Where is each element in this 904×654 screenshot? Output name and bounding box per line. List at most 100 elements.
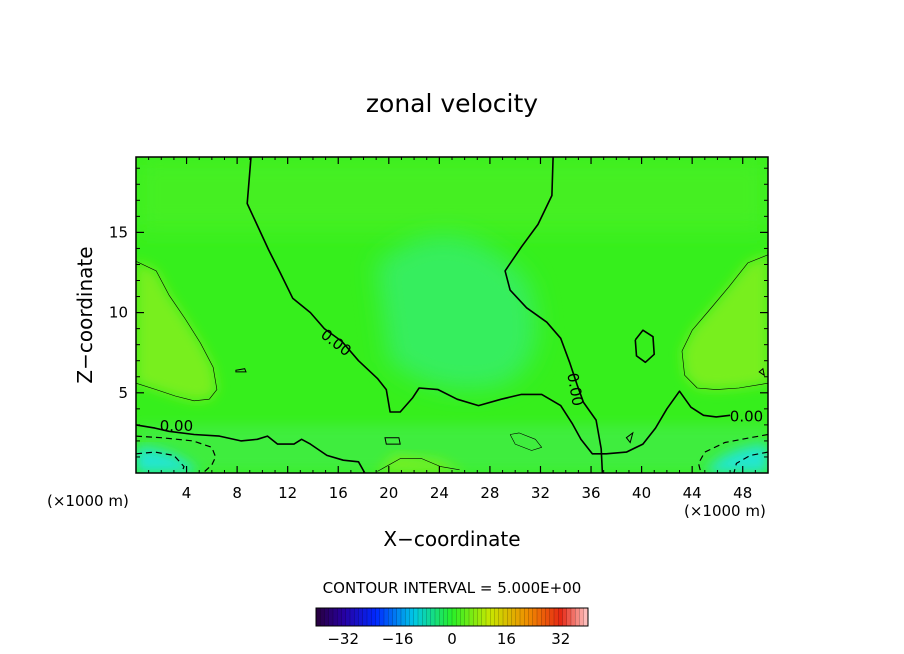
- small-contour-4: [758, 367, 765, 377]
- colorbar-swatch: [583, 608, 589, 626]
- colorbar-swatch: [409, 608, 415, 626]
- colorbar-swatch: [511, 608, 517, 626]
- colorbar-swatch: [520, 608, 525, 626]
- colorbar-swatch: [545, 608, 551, 626]
- x-tick-label: 32: [531, 484, 550, 502]
- colorbar-swatch: [443, 608, 449, 626]
- y-tick-label: 10: [109, 304, 128, 322]
- colorbar-swatch: [333, 608, 338, 626]
- colorbar-swatch: [456, 608, 461, 626]
- x-unit-label-left: (×1000 m): [47, 492, 129, 510]
- field-shade-bottom-band: [136, 424, 768, 473]
- colorbar-swatch: [358, 608, 364, 626]
- colorbar-swatch: [503, 608, 508, 626]
- x-tick-label: 28: [480, 484, 499, 502]
- colorbar-swatch: [549, 608, 555, 626]
- colorbar-swatch: [384, 608, 389, 626]
- x-tick-label: 24: [430, 484, 449, 502]
- x-tick-label: 12: [278, 484, 297, 502]
- small-contour-1: [235, 368, 247, 373]
- x-tick-label: 20: [379, 484, 398, 502]
- x-tick-label: 48: [733, 484, 752, 502]
- colorbar-swatch: [379, 608, 385, 626]
- x-tick-label: 40: [632, 484, 651, 502]
- colorbar-swatch: [430, 608, 436, 626]
- x-tick-label: 8: [232, 484, 242, 502]
- colorbar-swatch: [566, 608, 572, 626]
- colorbar-swatch: [435, 608, 440, 626]
- colorbar-swatch: [426, 608, 432, 626]
- colorbar-tick-label: 0: [447, 630, 457, 648]
- colorbar-swatch: [490, 608, 495, 626]
- colorbar-swatch: [494, 608, 500, 626]
- zero-contour-1: [246, 157, 731, 455]
- colorbar-swatch: [405, 608, 410, 626]
- x-axis-label: X−coordinate: [383, 527, 520, 551]
- colorbar-swatch: [350, 608, 355, 626]
- colorbar-swatch: [528, 608, 534, 626]
- colorbar-swatch: [537, 608, 542, 626]
- small-contour-3: [625, 431, 634, 444]
- colorbar-swatch: [447, 608, 453, 626]
- field-shade-bottom-mid-patch: [376, 453, 465, 473]
- colorbar-swatch: [316, 608, 321, 626]
- colorbar-swatch: [362, 608, 368, 626]
- colorbar-swatch: [328, 608, 334, 626]
- field-shade-left-lobe: [136, 261, 217, 401]
- colorbar-swatch: [579, 608, 585, 626]
- colorbar-swatch: [354, 608, 359, 626]
- colorbar-swatch: [486, 608, 491, 626]
- colorbar-swatch: [392, 608, 398, 626]
- y-axis: 5 10 15: [109, 167, 768, 458]
- field-shade-right-lobe: [682, 254, 768, 390]
- colorbar-swatch: [337, 608, 342, 626]
- x-tick-label: 36: [581, 484, 600, 502]
- positive-contour-4: [509, 432, 542, 451]
- small-contour-2: [384, 437, 401, 445]
- contour-label: 0.00: [563, 371, 587, 407]
- zero-contour-2: [504, 157, 604, 473]
- contour-interval-text: CONTOUR INTERVAL = 5.000E+00: [323, 579, 582, 597]
- colorbar-swatch: [498, 608, 504, 626]
- zero-contour-4: [634, 329, 655, 364]
- colorbar-swatch: [477, 608, 483, 626]
- x-tick-label: 16: [329, 484, 348, 502]
- colorbar-swatch: [507, 608, 512, 626]
- colorbar-swatch: [401, 608, 406, 626]
- colorbar-tick-label: 16: [497, 630, 516, 648]
- colorbar-swatch: [515, 608, 521, 626]
- x-unit-label-right: (×1000 m): [684, 502, 766, 520]
- chart-title: zonal velocity: [366, 89, 538, 118]
- positive-contour-1: [136, 261, 218, 402]
- field-shade-upper-wash: [136, 157, 768, 233]
- colorbar-swatch: [464, 608, 470, 626]
- positive-contour-2: [681, 254, 768, 390]
- colorbar-tick-label: −32: [327, 630, 359, 648]
- colorbar-swatch: [388, 608, 393, 626]
- y-axis-label: Z−coordinate: [73, 246, 97, 383]
- colorbar-swatch: [324, 608, 330, 626]
- y-tick-label: 5: [118, 384, 128, 402]
- colorbar-frame: [315, 607, 589, 627]
- positive-contour-3: [377, 458, 460, 472]
- colorbar-swatch: [460, 608, 466, 626]
- colorbar-swatch: [345, 608, 351, 626]
- colorbar: −32 −16 0 16 32: [315, 607, 589, 648]
- colorbar-swatch: [562, 608, 568, 626]
- y-tick-label: 15: [109, 223, 128, 241]
- negative-contour-1: [136, 435, 217, 473]
- field-shade-core-highlight: [376, 235, 537, 390]
- colorbar-swatch: [481, 608, 487, 626]
- colorbar-swatch: [439, 608, 444, 626]
- colorbar-swatch: [418, 608, 423, 626]
- colorbar-swatch: [341, 608, 347, 626]
- colorbar-swatch: [375, 608, 381, 626]
- colorbar-swatch: [422, 608, 427, 626]
- colorbar-swatch: [541, 608, 546, 626]
- colorbar-swatch: [320, 608, 325, 626]
- colorbar-swatch: [571, 608, 576, 626]
- colorbar-swatch: [554, 608, 559, 626]
- colorbar-swatch: [371, 608, 376, 626]
- x-axis: 4 8 12 16 20 24 28 32 36 40 44 48: [148, 157, 756, 502]
